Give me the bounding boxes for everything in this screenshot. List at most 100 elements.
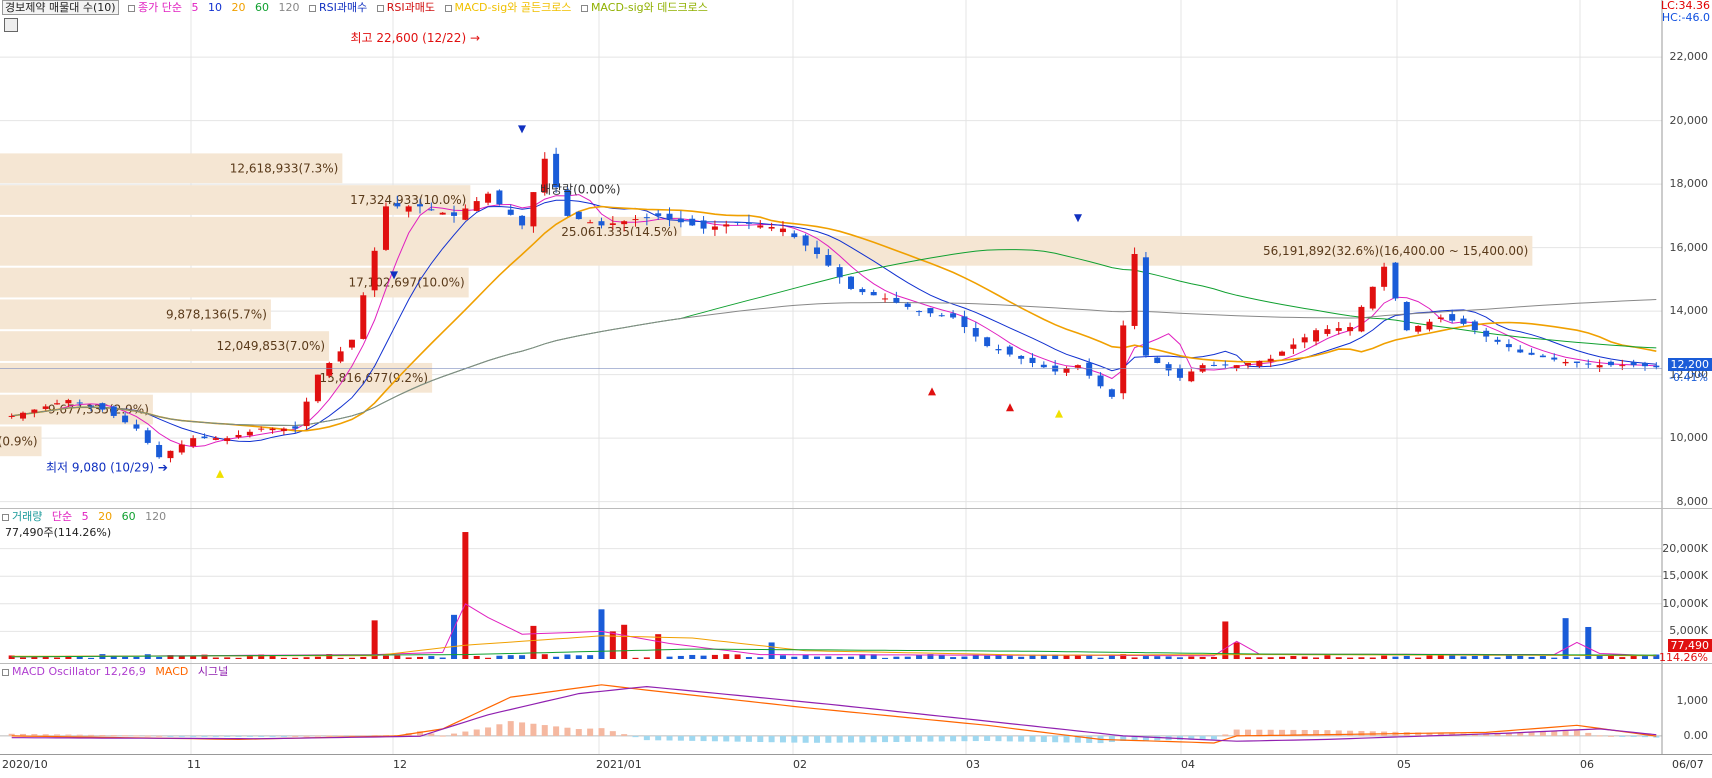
candle (1098, 376, 1104, 387)
candle (780, 229, 786, 232)
volume-bar (1256, 657, 1262, 659)
macd-oscillator-bar (905, 736, 911, 742)
candle (247, 432, 253, 436)
macd-oscillator-bar (201, 736, 207, 737)
macd-oscillator-bar (1631, 736, 1637, 737)
volume-bar (1290, 656, 1296, 659)
date-tick-label: 2020/10 (2, 758, 48, 771)
macd-oscillator-bar (803, 736, 809, 743)
macd-oscillator-bar (564, 728, 570, 736)
volume-bar (1302, 657, 1308, 659)
volume-bar (1098, 658, 1104, 659)
macd-oscillator-bar (111, 735, 117, 736)
volume-profile-label: 9,878,136(5.7%) (166, 307, 267, 321)
legend-title[interactable]: 경보제약 매물대 수(10) (2, 0, 119, 15)
macd-oscillator-bar (644, 736, 650, 740)
volume-bar (1166, 656, 1172, 659)
legend-ma-60: 60 (255, 1, 269, 14)
macd-oscillator-bar (304, 736, 310, 737)
macd-oscillator-bar (326, 736, 332, 737)
candle (111, 406, 117, 415)
macd-oscillator-bar (791, 736, 797, 743)
candle (1574, 362, 1580, 363)
candle (31, 410, 37, 413)
volume-bar (1585, 627, 1591, 659)
volume-profile-label: 1,517,000(0.9%) (0, 434, 38, 448)
candle (1245, 363, 1251, 365)
macd-oscillator-bar (1064, 736, 1070, 743)
price-tick-label: 18,000 (1670, 177, 1709, 190)
candle (1631, 362, 1637, 365)
volume-bar (224, 657, 230, 659)
volume-profile-label: 56,191,892(32.6%)(16,400.00 ~ 15,400.00) (1263, 244, 1528, 258)
candle (236, 435, 242, 437)
candle (1075, 365, 1081, 368)
candle (1597, 365, 1603, 367)
macd-oscillator-bar (689, 736, 695, 741)
candle (893, 298, 899, 303)
volume-bar (383, 656, 389, 659)
candle (338, 351, 344, 361)
volume-ma-5-line (12, 604, 1657, 657)
volume-panel[interactable]: 거래량 단순 5 20 60 120 77,490주(114.26%) 20,0… (0, 509, 1712, 664)
macd-oscillator-bar (122, 735, 128, 736)
volume-bar (633, 658, 639, 659)
macd-oscillator-bar (530, 724, 536, 736)
candle (1166, 364, 1172, 370)
candle (304, 402, 310, 426)
price-tick-label: 10,000 (1670, 431, 1709, 444)
volume-bar (133, 657, 139, 659)
candle (1415, 326, 1421, 332)
volume-bar (576, 655, 582, 659)
volume-ma-label: 단순 (52, 510, 72, 523)
candle (746, 223, 752, 224)
macd-oscillator-bar (213, 736, 219, 737)
volume-bar (678, 656, 684, 659)
volume-bar (837, 657, 843, 659)
volume-bar (406, 657, 412, 659)
legend-marker-icon (445, 5, 452, 12)
macd-oscillator-bar (837, 736, 843, 743)
volume-ma-20: 20 (98, 510, 112, 523)
candle (1381, 267, 1387, 287)
macd-oscillator-bar (655, 736, 661, 740)
volume-bar (440, 658, 446, 659)
macd-oscillator-bar (1585, 733, 1591, 736)
macd-chart[interactable] (0, 664, 1712, 754)
candle (372, 251, 378, 290)
candle (20, 413, 26, 419)
price-panel[interactable]: 12,618,933(7.3%)17,324,933(10.0%)25,061,… (0, 0, 1712, 509)
macd-oscillator-bar (610, 731, 616, 736)
volume-bar (803, 655, 809, 659)
candle (1177, 368, 1183, 378)
macd-oscillator-bar (893, 736, 899, 742)
date-tick-label: 04 (1181, 758, 1195, 771)
grid-toggle-icon[interactable] (4, 18, 18, 32)
candle (621, 221, 627, 224)
date-tick-label: 2021/01 (596, 758, 642, 771)
candle (292, 426, 298, 428)
candle (54, 403, 60, 404)
candle (1234, 365, 1240, 368)
candle (769, 227, 775, 229)
macd-oscillator-bar (1041, 736, 1047, 742)
candle (689, 219, 695, 226)
volume-ma-5: 5 (82, 510, 89, 523)
macd-oscillator-bar (1245, 730, 1251, 736)
macd-oscillator-bar (1109, 736, 1115, 742)
candle (496, 190, 502, 204)
candle (1438, 318, 1444, 319)
volume-chart[interactable] (0, 509, 1712, 663)
price-chart[interactable]: 12,618,933(7.3%)17,324,933(10.0%)25,061,… (0, 0, 1712, 508)
volume-label: 거래량 (12, 510, 42, 523)
candle (428, 209, 434, 210)
buy-signal-arrow-icon (1055, 410, 1063, 418)
volume-ma-60: 60 (122, 510, 136, 523)
candle (610, 223, 616, 225)
macd-oscillator-bar (712, 736, 718, 741)
macd-oscillator-bar (315, 736, 321, 737)
candle (1018, 356, 1024, 359)
legend-ma-20: 20 (232, 1, 246, 14)
